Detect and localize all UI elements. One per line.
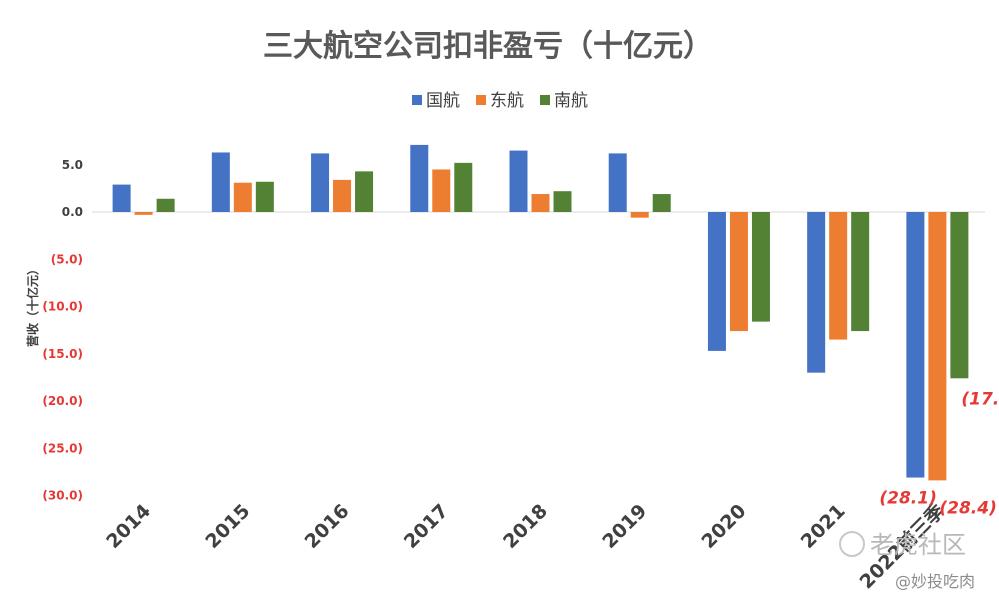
bar [509,150,528,212]
data-label: (28.1) [879,489,936,509]
legend-swatch-1 [476,95,486,105]
legend-label-0: 国航 [426,91,460,111]
y-tick-label: (5.0) [51,252,83,266]
watermark: 老虎社区 @妙投吃肉 [839,531,975,591]
bar [751,212,770,322]
chart-title: 三大航空公司扣非盈亏（十亿元） [263,29,713,64]
bar [211,152,230,212]
legend-swatch-0 [412,95,422,105]
bar [531,194,550,212]
y-tick-label: (30.0) [42,489,83,503]
x-tick-label: 2016 [301,500,354,553]
y-tick-label: (10.0) [42,300,83,314]
bar [112,184,131,212]
legend-swatch-2 [540,95,550,105]
x-tick-label: 2014 [102,500,155,553]
bar [950,212,969,379]
bar [355,171,374,212]
bar [906,212,925,478]
x-axis-ticks: 2014 2015 2016 2017 2018 2019 2020 2021 2022前三季 [102,499,949,593]
x-tick-label: 2021 [797,500,850,553]
watermark-sub: @妙投吃肉 [895,572,975,591]
y-tick-label: (25.0) [42,441,83,455]
x-tick-label: 2017 [400,500,453,553]
y-tick-label: (15.0) [42,347,83,361]
x-tick-label: 2020 [698,500,751,553]
data-label: (17.6) [961,389,999,409]
bar [432,169,451,212]
data-labels: (28.1)(28.4) (17.6) [879,389,999,518]
bar [134,212,153,215]
bar [851,212,870,332]
bar [333,179,352,212]
bar [608,153,627,212]
bar [311,153,330,212]
bar [729,212,748,332]
legend-label-1: 东航 [490,91,524,111]
bar [707,212,726,351]
y-tick-label: 0.0 [62,205,83,219]
bar [829,212,848,340]
legend: 国航 东航 南航 [412,91,588,111]
y-axis-ticks: 5.0 0.0 (5.0) (10.0) (15.0) (20.0) (25.0) (30.0… [42,158,83,503]
y-tick-label: (20.0) [42,394,83,408]
bar [652,194,671,212]
bar [410,144,429,212]
bars [112,144,969,481]
bar [553,191,572,212]
y-tick-label: 5.0 [62,158,83,172]
bar [630,212,649,218]
bar [255,181,274,212]
legend-label-2: 南航 [554,91,588,111]
bar [454,162,473,212]
bar [233,182,252,212]
x-tick-label: 2019 [598,500,651,553]
watermark-text: 老虎社区 [870,531,966,559]
x-tick-label: 2015 [201,500,254,553]
bar [928,212,947,481]
data-label: (28.4) [939,498,996,518]
watermark-logo-icon [839,531,865,557]
y-axis-label: 营收（十亿元） [25,263,40,347]
x-tick-label: 2018 [499,500,552,553]
bar [807,212,826,373]
bar [156,198,175,212]
